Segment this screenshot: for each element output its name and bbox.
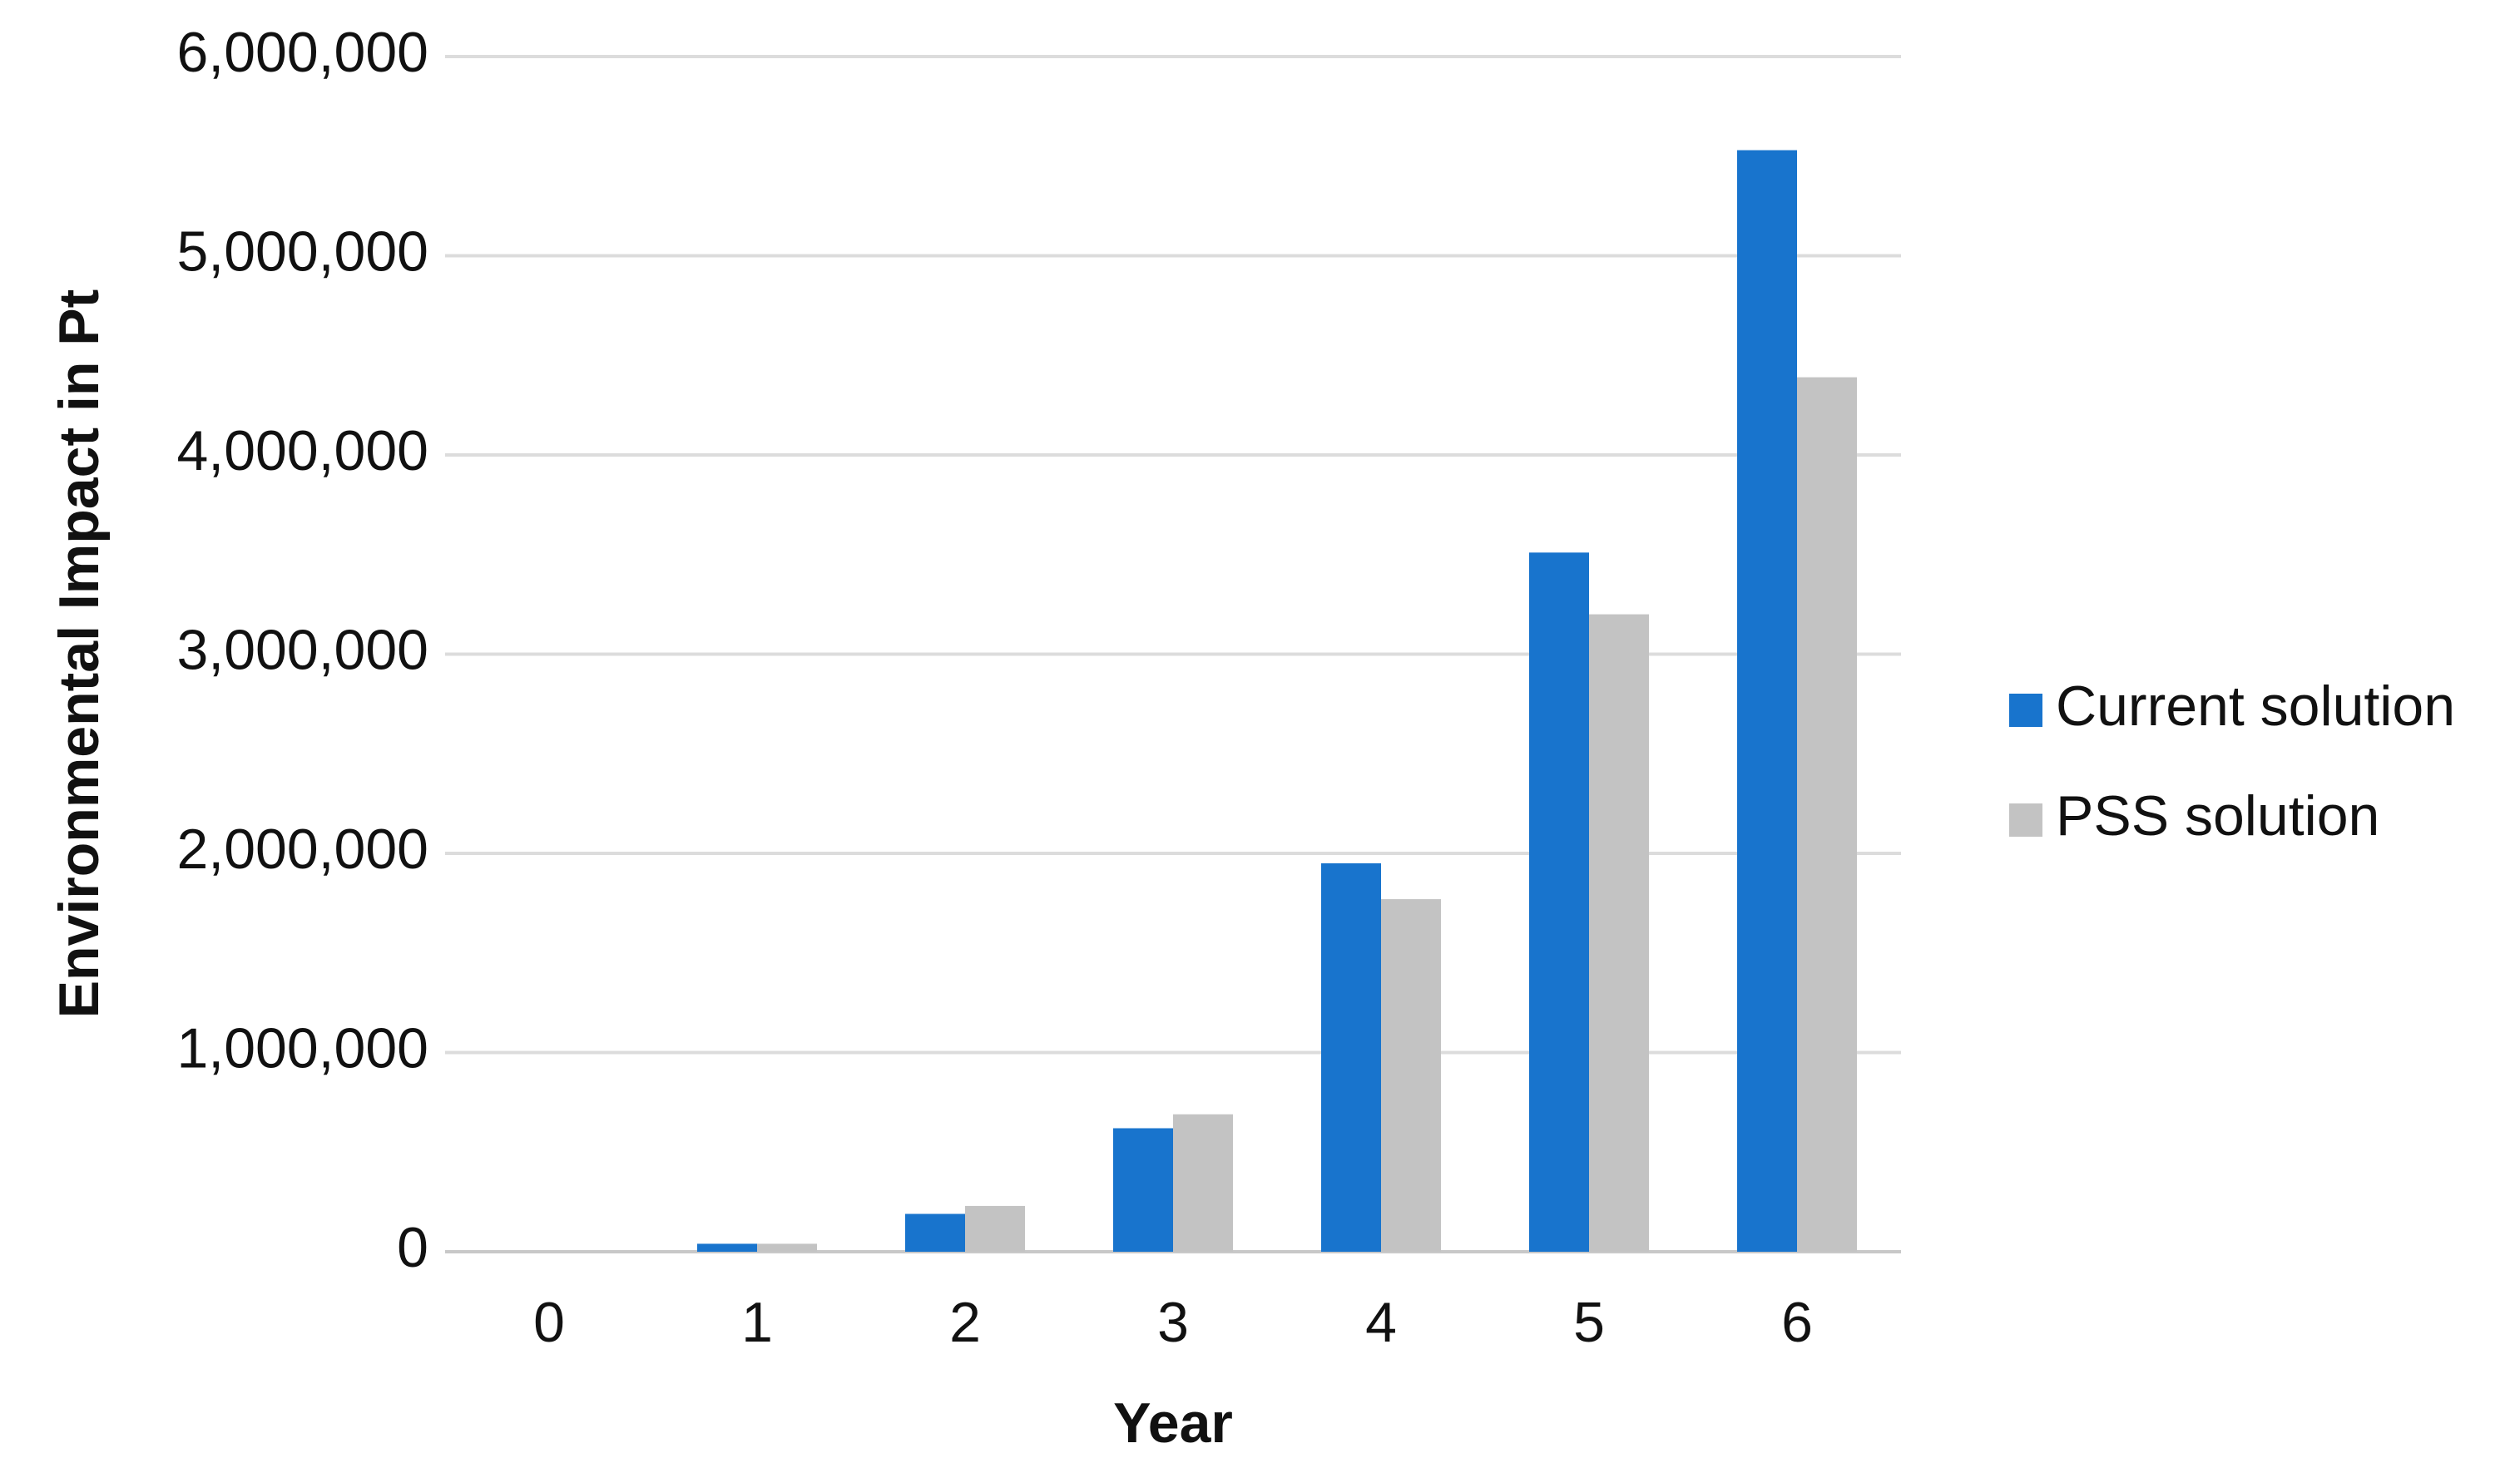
bar	[905, 1213, 965, 1252]
legend-label: Current solution	[2056, 675, 2455, 738]
bar	[757, 1243, 817, 1252]
x-tick-label: 1	[741, 1291, 773, 1354]
x-axis-title: Year	[1113, 1391, 1233, 1455]
y-axis-title: Environmental Impact in Pt	[47, 289, 111, 1019]
bar	[1529, 552, 1589, 1252]
x-tick-label: 6	[1781, 1291, 1813, 1354]
y-tick-label: 3,000,000	[176, 618, 428, 681]
y-tick-label: 4,000,000	[176, 419, 428, 482]
x-tick-label: 2	[949, 1291, 981, 1354]
bar	[1113, 1128, 1173, 1252]
y-tick-label: 6,000,000	[176, 21, 428, 84]
legend-swatch	[2009, 694, 2042, 727]
y-tick-label: 0	[397, 1216, 428, 1279]
legend-swatch	[2009, 803, 2042, 837]
y-tick-label: 2,000,000	[176, 818, 428, 881]
bar	[697, 1243, 757, 1252]
x-tick-label: 4	[1365, 1291, 1397, 1354]
bar	[1321, 862, 1381, 1252]
legend-label: PSS solution	[2056, 784, 2379, 848]
x-tick-label: 5	[1573, 1291, 1605, 1354]
bar	[1173, 1114, 1233, 1252]
x-tick-label: 3	[1157, 1291, 1189, 1354]
y-tick-label: 5,000,000	[176, 220, 428, 283]
bar	[1381, 899, 1441, 1252]
bar	[1797, 377, 1857, 1253]
y-tick-label: 1,000,000	[176, 1016, 428, 1080]
bar	[965, 1205, 1025, 1252]
bar	[1737, 150, 1797, 1253]
x-tick-label: 0	[533, 1291, 565, 1354]
bar	[1589, 614, 1649, 1252]
